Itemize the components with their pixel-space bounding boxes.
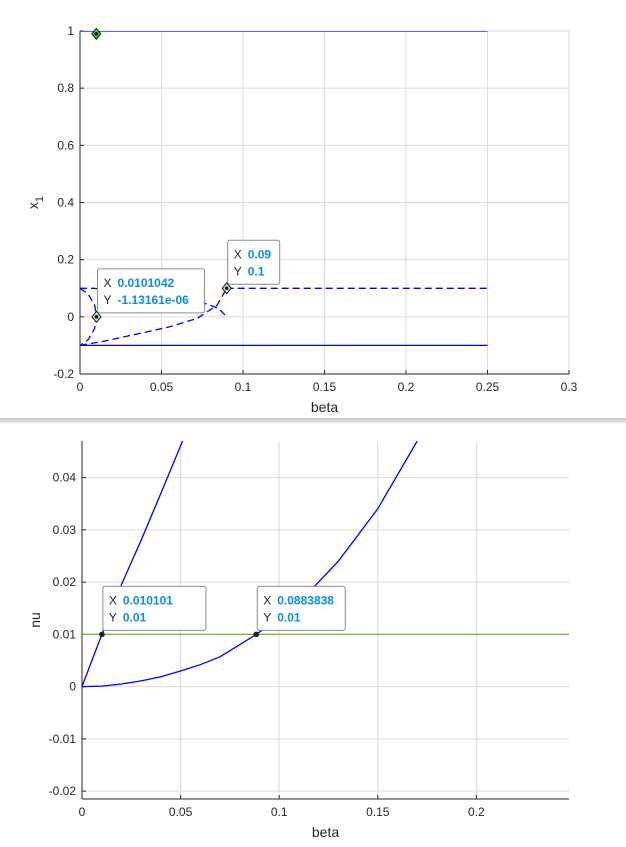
datatip-box: X 0.0101042 Y -1.13161e-06 — [96, 268, 205, 314]
y-tick-label: 0.2 — [57, 253, 74, 267]
datatip-y-label: Y — [103, 293, 111, 307]
datatip-x-label: X — [263, 593, 271, 607]
y-tick-label: 0.6 — [57, 138, 74, 152]
y-tick-label: -0.02 — [49, 784, 77, 798]
top-figure-panel: 0 0.05 0.1 0.15 0.2 0.25 0.3 -0.2 0 0.2 0.4 0.6 0.8 1… — [0, 0, 626, 418]
datatip-frame — [96, 268, 205, 314]
y-tick-label: 0.8 — [57, 81, 74, 95]
x-tick-label: 0.1 — [235, 380, 252, 394]
y-tick-label: -0.2 — [53, 367, 74, 381]
y-axis-label-subscript: 1 — [34, 196, 46, 202]
datatip-frame — [256, 585, 346, 631]
y-tick-label: 0.03 — [53, 523, 77, 537]
datatip-frame — [102, 585, 207, 631]
bottom-figure-panel: 0 0.05 0.1 0.15 0.2 -0.02 -0.01 0 0.01 0.02 0.03 0.… — [0, 423, 626, 847]
datatip-box: X 0.010101 Y 0.01 — [102, 585, 207, 631]
datatip-y-value: 0.01 — [277, 610, 301, 624]
x-tick-label: 0.15 — [366, 805, 390, 819]
y-axis-label-main: x — [25, 202, 41, 209]
y-tick-label: 0.01 — [53, 627, 77, 641]
datatip-point-marker — [253, 631, 260, 638]
chart-nu-vs-beta: 0 0.05 0.1 0.15 0.2 -0.02 -0.01 0 0.01 0.02 0.03 0.… — [27, 441, 569, 840]
series-line-6 — [80, 287, 228, 347]
y-tick-label: -0.01 — [49, 732, 77, 746]
datatip-y-label: Y — [234, 264, 242, 278]
x-tick-label: 0.1 — [271, 805, 288, 819]
datatip-point-marker — [99, 631, 105, 638]
datatip-y-value: 0.1 — [248, 264, 265, 278]
datatip-x-value: 0.0883838 — [277, 593, 334, 607]
datatip-y-label: Y — [263, 610, 271, 624]
y-tick-label: 0.04 — [53, 471, 77, 485]
x-tick-label: 0.3 — [561, 380, 578, 394]
x-tick-label: 0.05 — [169, 805, 193, 819]
datatip-x-value: 0.0101042 — [117, 276, 174, 290]
y-tick-label: 0.02 — [53, 575, 77, 589]
y-tick-label: 0 — [69, 680, 76, 694]
y-axis-label-main: nu — [27, 612, 43, 628]
datatip-box: X 0.0883838 Y 0.01 — [256, 585, 346, 631]
x-tick-label: 0.25 — [476, 380, 500, 394]
marker-center-dot — [94, 315, 99, 319]
datatip-x-value: 0.010101 — [123, 593, 173, 607]
datatip-x-label: X — [103, 276, 111, 290]
x-tick-label: 0 — [79, 805, 86, 819]
marker-center-dot — [224, 286, 229, 291]
x-tick-label: 0.15 — [313, 380, 337, 394]
marker-center-dot — [94, 32, 99, 36]
y-tick-label: 1 — [67, 24, 74, 38]
datatip-box: X 0.09 Y 0.1 — [227, 239, 281, 285]
series-line-2 — [82, 441, 184, 687]
x-tick-label: 0 — [77, 380, 84, 394]
x-tick-label: 0.05 — [150, 380, 174, 394]
x-tick-label: 0.2 — [398, 380, 415, 394]
datatip-y-value: -1.13161e-06 — [117, 293, 189, 307]
y-axis-label: nu — [27, 612, 43, 628]
datatip-y-value: 0.01 — [123, 610, 147, 624]
x-axis-label: beta — [312, 824, 339, 840]
y-tick-label: 0 — [67, 310, 74, 324]
chart-x1-vs-beta: 0 0.05 0.1 0.15 0.2 0.25 0.3-0.200.20.40.60.81… — [25, 24, 578, 415]
datatip-y-label: Y — [109, 610, 117, 624]
x-tick-label: 0.2 — [468, 805, 485, 819]
y-tick-label: 0.4 — [57, 196, 74, 210]
datatip-x-label: X — [109, 593, 117, 607]
y-axis-label: x1 — [25, 196, 46, 209]
panel-divider — [0, 418, 626, 423]
datatip-x-value: 0.09 — [248, 247, 272, 261]
datatip-frame — [227, 239, 281, 285]
datatip-x-label: X — [234, 247, 242, 261]
x-axis-label: beta — [311, 399, 338, 415]
series-line-3 — [82, 441, 418, 688]
